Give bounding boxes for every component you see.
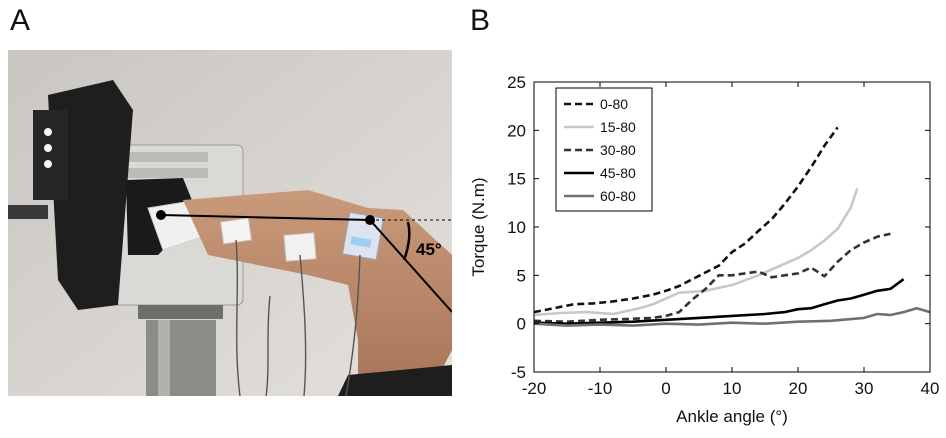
legend-label-0-80: 0-80 (600, 96, 628, 112)
torque-angle-chart: -20 -10 0 10 20 30 40 -5 0 5 10 15 20 25 0-80 15-80 30-… (469, 73, 939, 426)
x-tick-label: 30 (855, 379, 874, 398)
x-tick-label: 0 (661, 379, 670, 398)
ankle-dynamometer-photo: 45° (8, 50, 452, 396)
y-tick-label: 5 (517, 266, 526, 285)
series-line-45-80 (533, 278, 905, 326)
legend-label-30-80: 30-80 (600, 142, 636, 158)
legend-label-60-80: 60-80 (600, 188, 636, 204)
legend-label-15-80: 15-80 (600, 119, 636, 135)
panel-label-b: B (470, 4, 491, 37)
y-tick-label: 10 (507, 218, 526, 237)
legend: 0-80 15-80 30-80 45-80 60-80 (555, 87, 653, 212)
y-tick-label: 20 (507, 121, 526, 140)
series-line-0-80 (533, 126, 839, 314)
y-tick-label: 25 (507, 73, 526, 92)
series-line-15-80 (533, 187, 859, 317)
series-line-30-80 (533, 232, 891, 324)
series-line-60-80 (533, 306, 931, 327)
panel-label-a: A (10, 4, 31, 37)
legend-box (555, 87, 653, 212)
angle-annotation: 45° (416, 240, 442, 259)
y-axis-label: Torque (N.m) (469, 177, 488, 276)
y-tick-label: -5 (511, 363, 526, 382)
x-tick-label: 20 (789, 379, 808, 398)
y-tick-label: 15 (507, 170, 526, 189)
legend-label-45-80: 45-80 (600, 165, 636, 181)
y-tick-label: 0 (517, 315, 526, 334)
x-tick-label: 40 (921, 379, 940, 398)
x-axis-label: Ankle angle (°) (676, 407, 788, 426)
axes-layer: -20 -10 0 10 20 30 40 -5 0 5 10 15 20 25 (507, 73, 939, 398)
x-tick-label: -20 (522, 379, 547, 398)
x-tick-label: 10 (723, 379, 742, 398)
series-layer (533, 126, 931, 327)
x-tick-label: -10 (588, 379, 613, 398)
